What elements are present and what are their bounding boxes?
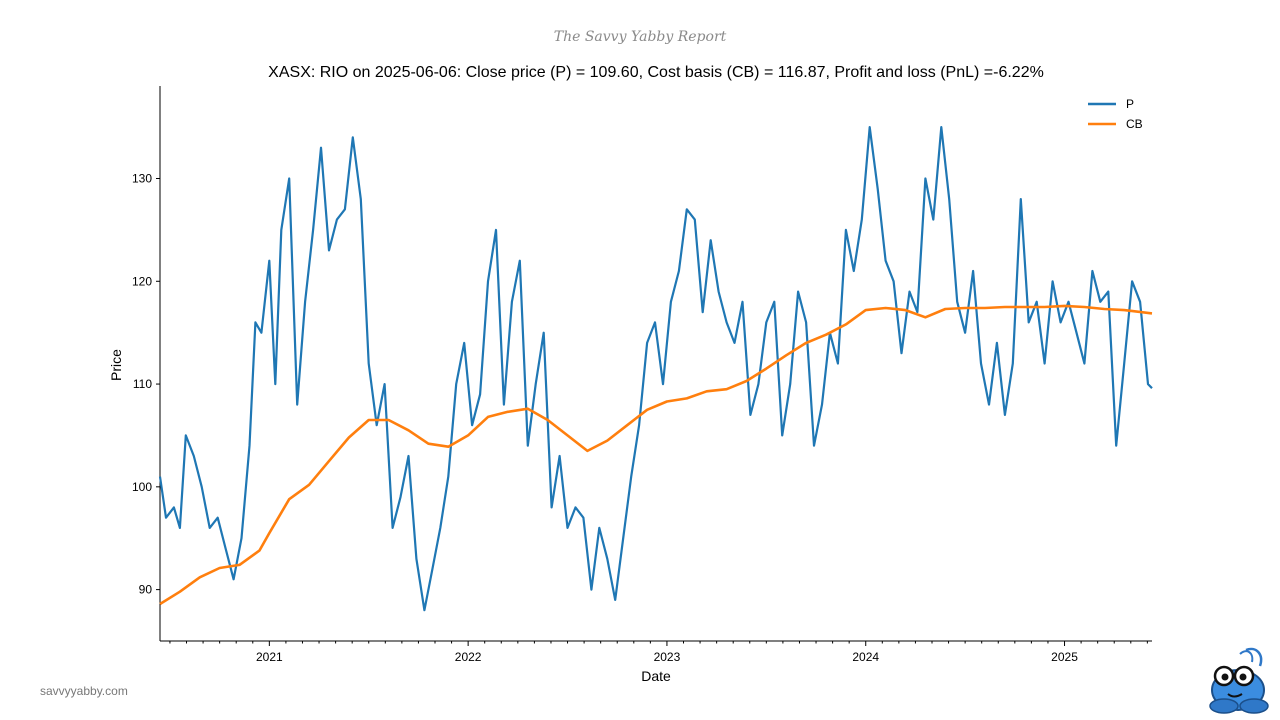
- x-tick-label: 2025: [1051, 650, 1078, 664]
- y-tick-label: 120: [132, 274, 152, 288]
- x-tick-label: 2024: [852, 650, 879, 664]
- x-tick-label: 2023: [654, 650, 681, 664]
- chart-title: XASX: RIO on 2025-06-06: Close price (P)…: [268, 64, 1044, 81]
- series-layer: [158, 126, 1153, 612]
- x-tick-label: 2022: [455, 650, 482, 664]
- series-line-p: [158, 126, 1153, 612]
- axes: 90 100 110 120 130 2021 2022 2023 2024 2025: [132, 86, 1152, 664]
- series-line-cb: [159, 304, 1153, 606]
- y-tick-label: 100: [132, 480, 152, 494]
- legend-label-p: P: [1126, 97, 1134, 111]
- x-axis-label: Date: [641, 668, 671, 684]
- legend: P CB: [1088, 97, 1143, 131]
- y-tick-label: 110: [133, 377, 152, 391]
- y-tick-label: 90: [139, 583, 153, 597]
- yabby-mascot-logo: [1209, 647, 1269, 714]
- website-link[interactable]: savvyyabby.com: [40, 684, 128, 698]
- brand-title: The Savvy Yabby Report: [553, 29, 727, 45]
- legend-label-cb: CB: [1126, 117, 1143, 131]
- x-tick-label: 2021: [256, 650, 283, 664]
- y-axis-label: Price: [108, 349, 124, 381]
- y-tick-label: 130: [132, 172, 152, 186]
